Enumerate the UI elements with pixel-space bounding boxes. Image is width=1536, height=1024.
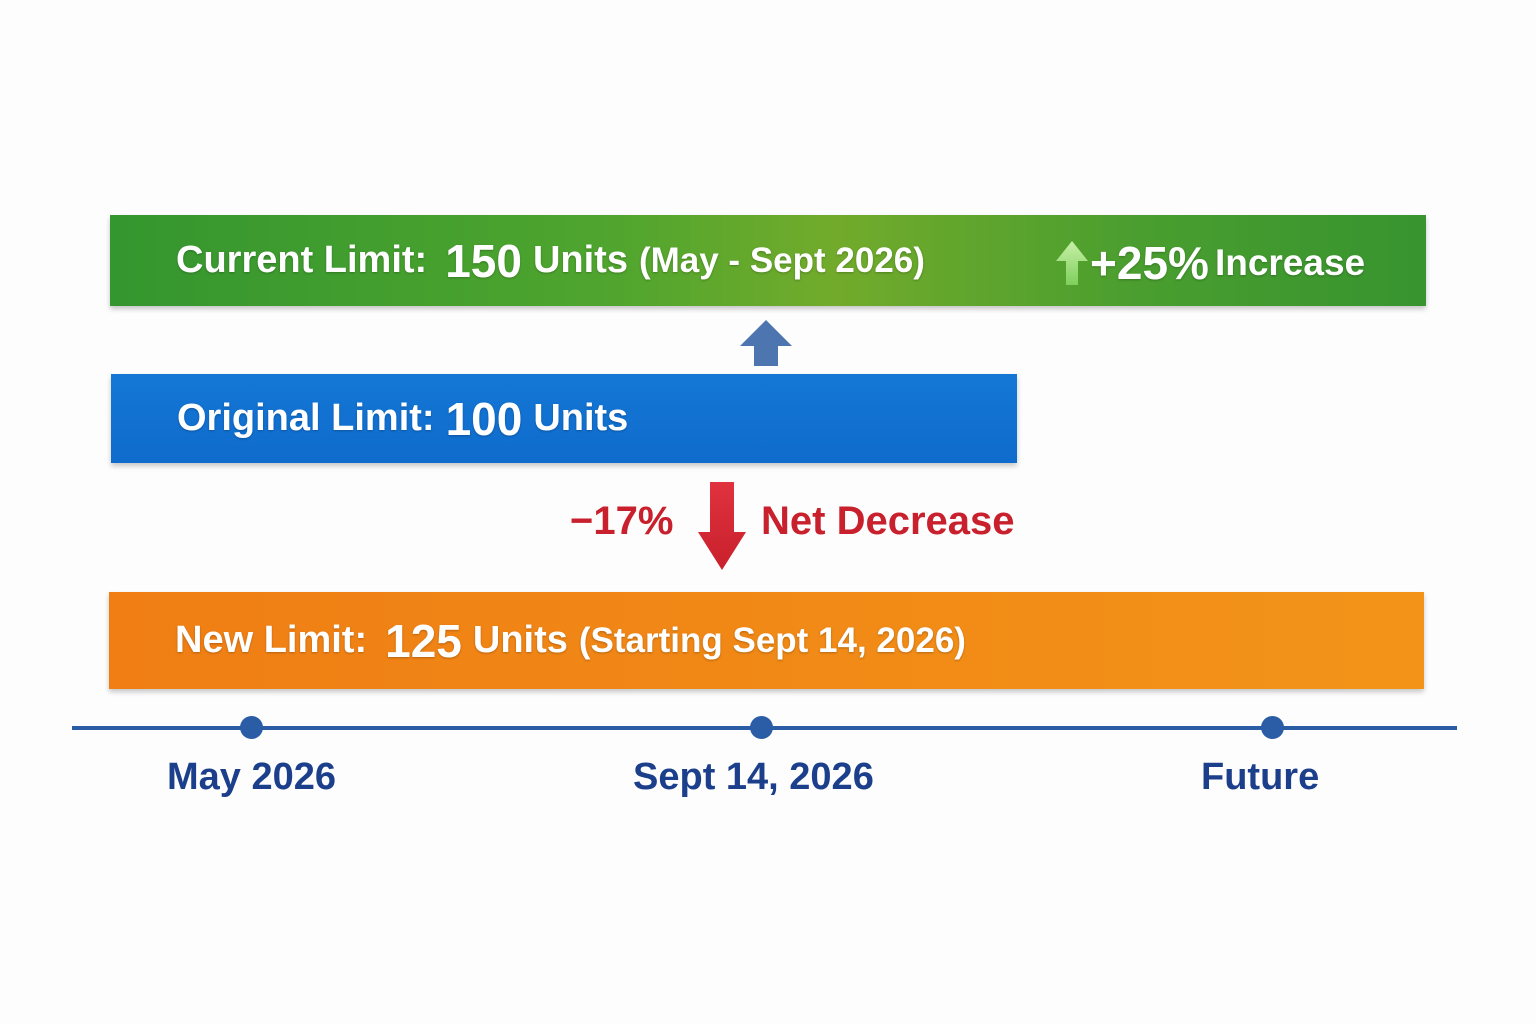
current-limit-bar: Current Limit: 150 Units (May - Sept 202… xyxy=(110,215,1426,306)
net-decrease-label: Net Decrease xyxy=(761,499,1015,543)
new-limit-bar: New Limit: 125 Units (Starting Sept 14, … xyxy=(109,592,1424,689)
original-limit-value: 100 xyxy=(445,392,523,445)
original-limit-label: Original Limit: xyxy=(177,397,435,439)
timeline-label-may-2026: May 2026 xyxy=(167,756,337,798)
new-limit-unit: Units xyxy=(472,619,568,661)
timeline-marker xyxy=(240,716,263,739)
increase-label: Increase xyxy=(1214,242,1366,283)
increase-indicator: +25% Increase xyxy=(1054,236,1365,290)
net-decrease-percent: −17% xyxy=(570,499,674,543)
current-limit-unit: Units xyxy=(532,239,628,281)
increase-percent: +25% xyxy=(1090,237,1209,289)
current-limit-label: Current Limit: xyxy=(176,239,428,281)
new-limit-value: 125 xyxy=(385,614,462,667)
timeline-label-future: Future xyxy=(1201,756,1320,798)
original-limit-unit: Units xyxy=(533,397,629,439)
timeline-label-sept-14-2026: Sept 14, 2026 xyxy=(633,756,874,798)
timeline-marker xyxy=(1261,716,1284,739)
transition-up-arrow-icon xyxy=(740,320,792,366)
down-arrow-icon xyxy=(698,482,746,570)
original-limit-bar: Original Limit: 100 Units xyxy=(111,374,1017,463)
current-limit-period: (May - Sept 2026) xyxy=(638,240,925,280)
new-limit-period: (Starting Sept 14, 2026) xyxy=(578,620,966,660)
up-arrow-icon xyxy=(1056,241,1088,285)
new-limit-label: New Limit: xyxy=(175,619,368,661)
timeline-marker xyxy=(750,716,773,739)
current-limit-value: 150 xyxy=(445,234,522,287)
